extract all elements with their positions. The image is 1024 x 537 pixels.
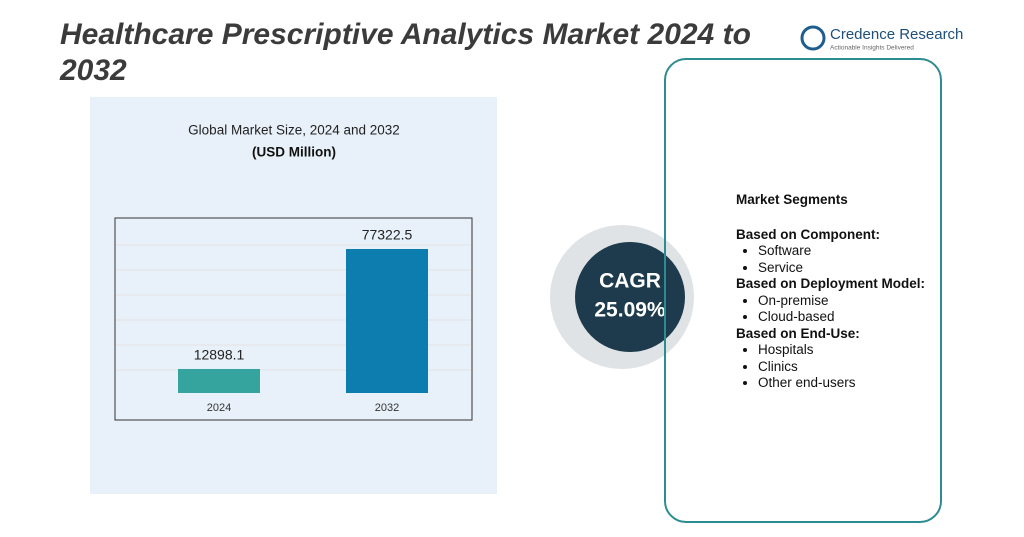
segment-item: Software xyxy=(758,243,940,260)
page-title: Healthcare Prescriptive Analytics Market… xyxy=(59,18,751,87)
chart-frame xyxy=(114,217,473,421)
segments-panel: Market Segments Based on Component:Softwa… xyxy=(664,58,942,523)
logo-name: Credence Research xyxy=(830,26,963,43)
segment-list: HospitalsClinicsOther end-users xyxy=(736,342,940,392)
segment-item: Clinics xyxy=(758,359,940,376)
data-label: 77322.5 xyxy=(362,227,413,243)
bar xyxy=(346,249,428,393)
bar xyxy=(178,368,260,393)
segment-list: On-premiseCloud-based xyxy=(736,293,940,326)
chart-title: Global Market Size, 2024 and 2032 xyxy=(188,123,400,138)
segment-item: Cloud-based xyxy=(758,309,940,326)
cagr-circle xyxy=(575,242,685,352)
data-label: 12898.1 xyxy=(194,347,245,363)
segment-heading: Based on End-Use: xyxy=(736,325,860,341)
cagr-value: 25.09% xyxy=(594,299,666,322)
cagr-label: CAGR xyxy=(599,270,661,293)
x-tick-label: 2024 xyxy=(207,402,231,414)
segments-title: Market Segments xyxy=(736,192,848,207)
segment-item: Hospitals xyxy=(758,342,940,359)
segment-heading: Based on Component: xyxy=(736,226,880,242)
segment-item: Service xyxy=(758,260,940,277)
logo: Credence Research Actionable Insights De… xyxy=(800,25,963,52)
logo-tagline: Actionable Insights Delivered xyxy=(830,45,914,52)
title-line: Healthcare Prescriptive Analytics Market… xyxy=(60,18,751,51)
title-line: 2032 xyxy=(59,54,127,87)
chart-subtitle: (USD Million) xyxy=(252,145,336,160)
segment-heading: Based on Deployment Model: xyxy=(736,276,926,291)
x-tick-label: 2032 xyxy=(375,402,399,414)
segment-item: On-premise xyxy=(758,293,940,310)
segment-list: SoftwareService xyxy=(736,243,940,276)
segment-item: Other end-users xyxy=(758,375,940,392)
logo-icon xyxy=(800,25,826,51)
